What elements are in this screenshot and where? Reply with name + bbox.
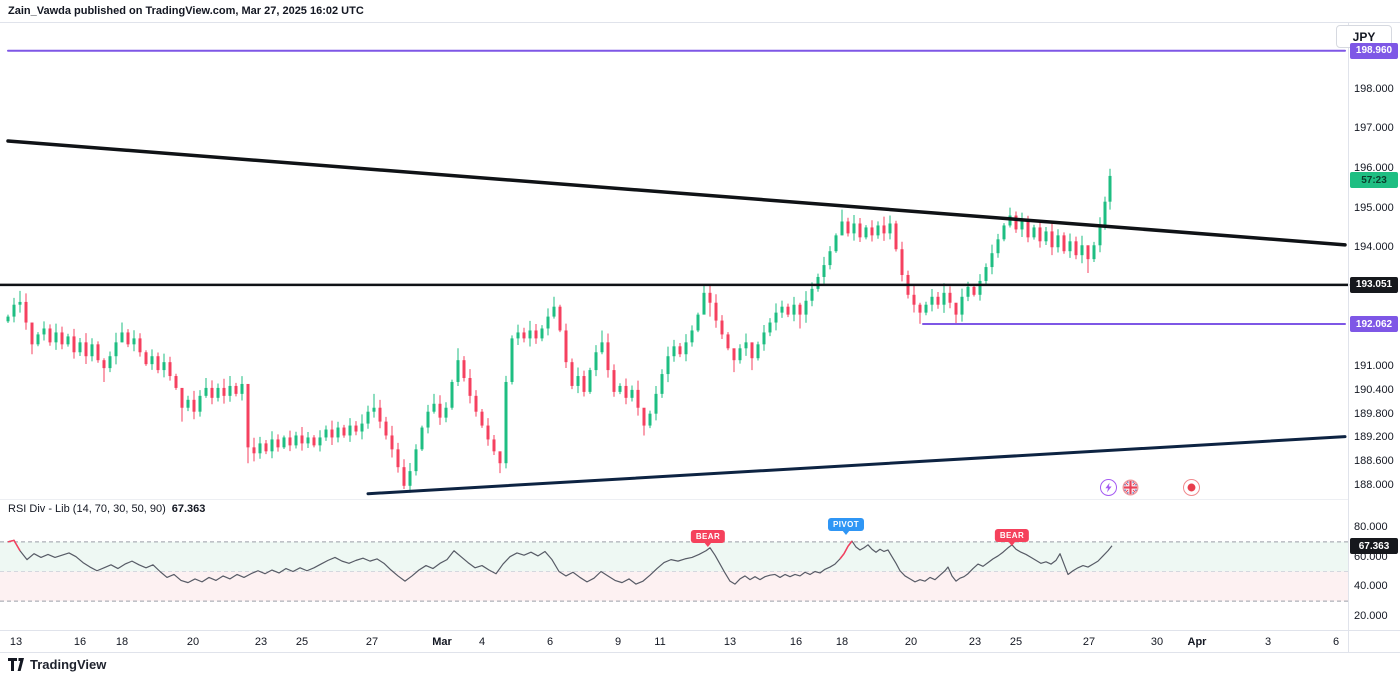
time-tick: 18 — [115, 636, 129, 648]
attribution-text: Zain_Vawda published on TradingView.com,… — [8, 5, 364, 17]
time-tick: 23 — [254, 636, 268, 648]
time-tick: 23 — [968, 636, 982, 648]
time-tick: 3 — [1264, 636, 1272, 648]
price-tick: 188.600 — [1354, 455, 1394, 468]
rsi-indicator-title: RSI Div - Lib (14, 70, 30, 50, 90) — [8, 503, 166, 515]
price-tick: 190.400 — [1354, 383, 1394, 396]
price-tick: 197.000 — [1354, 122, 1394, 135]
time-tick: 20 — [904, 636, 918, 648]
time-tick: 27 — [1082, 636, 1096, 648]
time-tick: 16 — [789, 636, 803, 648]
time-tick: 6 — [1332, 636, 1340, 648]
marker-tail — [841, 530, 850, 535]
price-tick: 188.000 — [1354, 479, 1394, 491]
price-tick: 189.200 — [1354, 431, 1394, 444]
lightning-event-icon[interactable] — [1100, 479, 1117, 496]
marker-tail — [1008, 541, 1016, 546]
time-tick: 4 — [478, 636, 486, 648]
time-axis-divider — [0, 630, 1400, 631]
time-tick: 13 — [723, 636, 737, 648]
price-tick: 191.000 — [1354, 360, 1394, 373]
tradingview-logo[interactable] — [8, 658, 30, 671]
japan-flag-icon — [1187, 483, 1196, 492]
price-tick: 196.000 — [1354, 162, 1394, 174]
japan-flag-event-icon[interactable] — [1183, 479, 1200, 496]
footer-divider — [0, 652, 1400, 653]
countdown-badge: 57:23 — [1350, 172, 1398, 188]
currency-label: JPY — [1352, 29, 1376, 44]
time-tick: 27 — [365, 636, 379, 648]
time-tick: 9 — [614, 636, 622, 648]
uk-flag-icon — [1122, 479, 1139, 496]
tradingview-brand[interactable]: TradingView — [30, 657, 107, 672]
rsi-indicator-legend[interactable]: RSI Div - Lib (14, 70, 30, 50, 90) 67.363 — [8, 503, 205, 515]
time-tick: 13 — [9, 636, 23, 648]
time-tick: 11 — [654, 636, 666, 648]
rsi-tick: 80.000 — [1354, 521, 1388, 533]
marker-badge-pivot: PIVOT — [827, 518, 865, 535]
time-tick: 25 — [1009, 636, 1023, 648]
price-tick: 189.800 — [1354, 407, 1394, 420]
uk-flag-event-icon[interactable] — [1122, 479, 1139, 496]
price-tick: 195.000 — [1354, 201, 1394, 214]
time-tick: Apr — [1187, 636, 1207, 648]
marker-badge-bear: BEAR — [994, 529, 1030, 546]
time-tick: Mar — [432, 636, 452, 648]
price-badge-hline: 193.051 — [1350, 276, 1398, 293]
header-bar: Zain_Vawda published on TradingView.com,… — [0, 0, 1400, 23]
marker-badge-bear: BEAR — [690, 530, 726, 547]
time-tick: 30 — [1150, 636, 1164, 648]
rsi-tick: 40.000 — [1354, 580, 1388, 593]
time-tick: 6 — [546, 636, 554, 648]
time-tick: 20 — [186, 636, 200, 648]
rsi-indicator-value: 67.363 — [171, 503, 206, 515]
time-tick: 25 — [295, 636, 309, 648]
rsi-tick: 20.000 — [1354, 610, 1388, 622]
price-tick: 198.000 — [1354, 82, 1394, 95]
price-badge-resistance: 198.960 — [1350, 42, 1398, 59]
time-tick: 16 — [73, 636, 87, 648]
time-tick: 18 — [835, 636, 849, 648]
price-badge-support: 192.062 — [1350, 316, 1398, 333]
lightning-icon — [1105, 482, 1112, 493]
rsi-value-badge: 67.363 — [1350, 538, 1398, 554]
pane-divider — [0, 499, 1348, 500]
price-scale-divider — [1348, 22, 1349, 652]
marker-tail — [704, 542, 712, 547]
price-tick: 194.000 — [1354, 241, 1394, 254]
